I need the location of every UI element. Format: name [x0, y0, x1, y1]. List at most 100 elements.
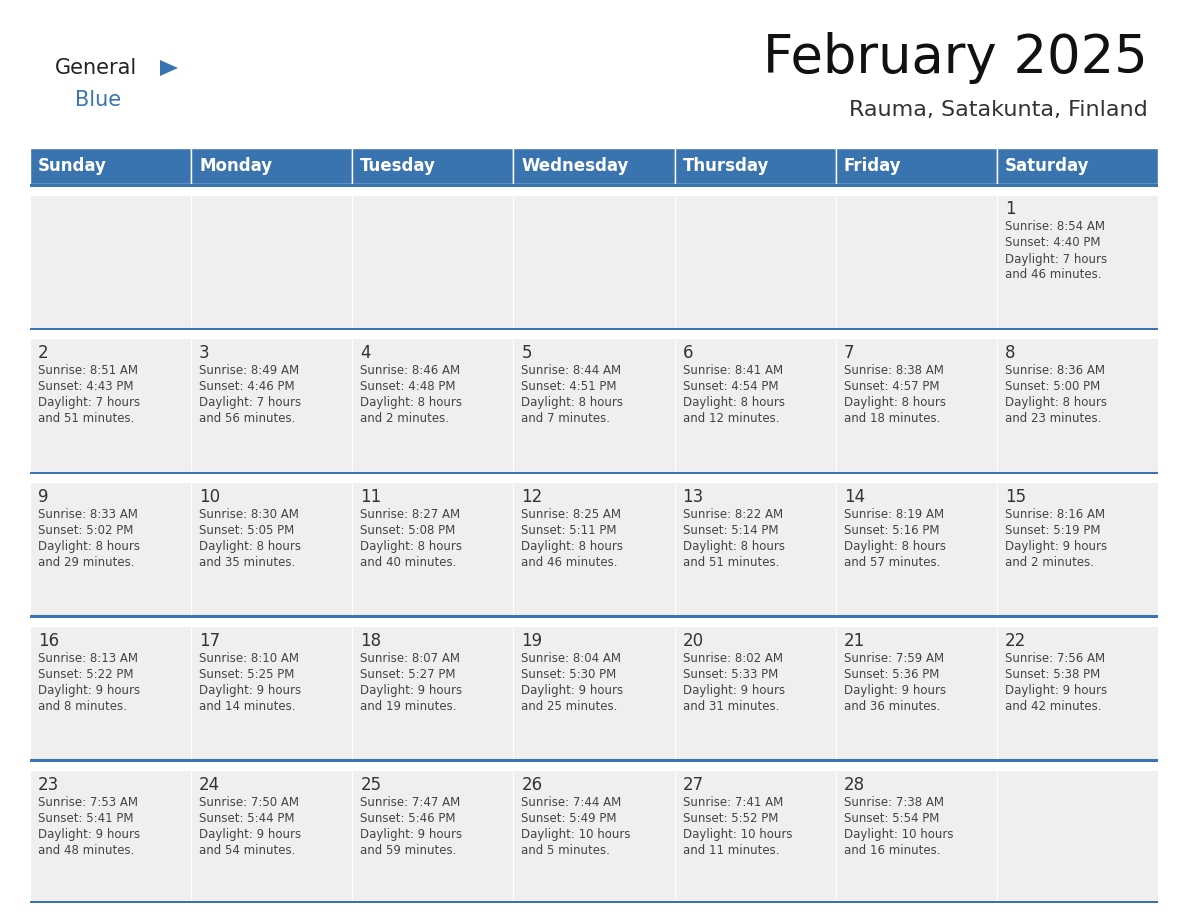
- Text: Monday: Monday: [200, 157, 272, 175]
- Text: Sunrise: 8:36 AM: Sunrise: 8:36 AM: [1005, 364, 1105, 377]
- Text: and 14 minutes.: and 14 minutes.: [200, 700, 296, 713]
- Bar: [513, 482, 675, 615]
- Text: Sunrise: 8:54 AM: Sunrise: 8:54 AM: [1005, 220, 1105, 233]
- Text: 3: 3: [200, 344, 210, 363]
- Text: and 2 minutes.: and 2 minutes.: [360, 412, 449, 425]
- Text: Sunset: 5:38 PM: Sunset: 5:38 PM: [1005, 668, 1100, 681]
- Text: Daylight: 9 hours: Daylight: 9 hours: [1005, 540, 1107, 554]
- Text: and 18 minutes.: and 18 minutes.: [843, 412, 940, 425]
- Text: 24: 24: [200, 776, 220, 794]
- Text: Daylight: 8 hours: Daylight: 8 hours: [843, 540, 946, 554]
- Text: Sunset: 5:08 PM: Sunset: 5:08 PM: [360, 524, 455, 537]
- Text: Sunset: 5:33 PM: Sunset: 5:33 PM: [683, 668, 778, 681]
- Bar: [30, 901, 1158, 903]
- Bar: [997, 148, 1158, 184]
- Text: and 2 minutes.: and 2 minutes.: [1005, 556, 1094, 569]
- Text: 11: 11: [360, 488, 381, 506]
- Bar: [513, 195, 675, 328]
- Text: Daylight: 9 hours: Daylight: 9 hours: [38, 684, 140, 697]
- Text: and 56 minutes.: and 56 minutes.: [200, 412, 296, 425]
- Text: Sunrise: 8:22 AM: Sunrise: 8:22 AM: [683, 508, 783, 521]
- Bar: [835, 482, 997, 615]
- Text: Sunrise: 8:13 AM: Sunrise: 8:13 AM: [38, 652, 138, 665]
- Bar: [997, 339, 1158, 472]
- Text: Sunrise: 8:02 AM: Sunrise: 8:02 AM: [683, 652, 783, 665]
- Text: Daylight: 8 hours: Daylight: 8 hours: [683, 397, 784, 409]
- Text: Sunset: 5:44 PM: Sunset: 5:44 PM: [200, 812, 295, 824]
- Text: and 59 minutes.: and 59 minutes.: [360, 844, 456, 856]
- Bar: [675, 148, 835, 184]
- Text: Sunset: 5:25 PM: Sunset: 5:25 PM: [200, 668, 295, 681]
- Text: Sunrise: 8:41 AM: Sunrise: 8:41 AM: [683, 364, 783, 377]
- Text: Sunrise: 7:44 AM: Sunrise: 7:44 AM: [522, 796, 621, 809]
- Text: Sunrise: 7:50 AM: Sunrise: 7:50 AM: [200, 796, 299, 809]
- Text: Sunrise: 7:56 AM: Sunrise: 7:56 AM: [1005, 652, 1105, 665]
- Bar: [30, 615, 1158, 618]
- Text: Rauma, Satakunta, Finland: Rauma, Satakunta, Finland: [849, 100, 1148, 120]
- Text: 28: 28: [843, 776, 865, 794]
- Text: and 25 minutes.: and 25 minutes.: [522, 700, 618, 713]
- Text: Daylight: 8 hours: Daylight: 8 hours: [360, 397, 462, 409]
- Text: 17: 17: [200, 632, 220, 650]
- Text: 27: 27: [683, 776, 703, 794]
- Bar: [353, 339, 513, 472]
- Text: 26: 26: [522, 776, 543, 794]
- Text: Sunrise: 7:38 AM: Sunrise: 7:38 AM: [843, 796, 943, 809]
- Bar: [353, 626, 513, 759]
- Text: Sunset: 5:27 PM: Sunset: 5:27 PM: [360, 668, 456, 681]
- Text: 19: 19: [522, 632, 543, 650]
- Text: Daylight: 9 hours: Daylight: 9 hours: [360, 828, 462, 841]
- Bar: [835, 339, 997, 472]
- Text: and 5 minutes.: and 5 minutes.: [522, 844, 611, 856]
- Text: Sunset: 5:22 PM: Sunset: 5:22 PM: [38, 668, 133, 681]
- Bar: [30, 328, 1158, 330]
- Bar: [997, 769, 1158, 903]
- Text: Sunset: 4:43 PM: Sunset: 4:43 PM: [38, 380, 133, 393]
- Text: Sunrise: 8:38 AM: Sunrise: 8:38 AM: [843, 364, 943, 377]
- Text: 14: 14: [843, 488, 865, 506]
- Text: 13: 13: [683, 488, 703, 506]
- Text: Daylight: 9 hours: Daylight: 9 hours: [1005, 684, 1107, 697]
- Text: Blue: Blue: [75, 90, 121, 110]
- Text: 9: 9: [38, 488, 49, 506]
- Text: and 31 minutes.: and 31 minutes.: [683, 700, 779, 713]
- Text: Daylight: 10 hours: Daylight: 10 hours: [683, 828, 792, 841]
- Text: Sunrise: 8:16 AM: Sunrise: 8:16 AM: [1005, 508, 1105, 521]
- Text: 10: 10: [200, 488, 220, 506]
- Text: Sunrise: 8:19 AM: Sunrise: 8:19 AM: [843, 508, 943, 521]
- Text: Sunset: 4:46 PM: Sunset: 4:46 PM: [200, 380, 295, 393]
- Text: and 35 minutes.: and 35 minutes.: [200, 556, 296, 569]
- Text: 12: 12: [522, 488, 543, 506]
- Bar: [191, 339, 353, 472]
- Text: Sunrise: 8:10 AM: Sunrise: 8:10 AM: [200, 652, 299, 665]
- Text: and 54 minutes.: and 54 minutes.: [200, 844, 296, 856]
- Text: 7: 7: [843, 344, 854, 363]
- Bar: [997, 626, 1158, 759]
- Text: Sunset: 4:54 PM: Sunset: 4:54 PM: [683, 380, 778, 393]
- Text: 23: 23: [38, 776, 59, 794]
- Bar: [191, 769, 353, 903]
- Text: Sunset: 5:54 PM: Sunset: 5:54 PM: [843, 812, 939, 824]
- Text: Sunset: 5:00 PM: Sunset: 5:00 PM: [1005, 380, 1100, 393]
- Bar: [675, 195, 835, 328]
- Polygon shape: [160, 60, 178, 76]
- Bar: [30, 148, 191, 184]
- Bar: [675, 339, 835, 472]
- Bar: [30, 184, 1158, 186]
- Text: 8: 8: [1005, 344, 1016, 363]
- Text: and 16 minutes.: and 16 minutes.: [843, 844, 940, 856]
- Bar: [513, 769, 675, 903]
- Text: Sunset: 5:16 PM: Sunset: 5:16 PM: [843, 524, 940, 537]
- Bar: [353, 769, 513, 903]
- Bar: [191, 626, 353, 759]
- Text: Sunrise: 7:47 AM: Sunrise: 7:47 AM: [360, 796, 461, 809]
- Text: Sunset: 5:14 PM: Sunset: 5:14 PM: [683, 524, 778, 537]
- Text: Sunset: 4:48 PM: Sunset: 4:48 PM: [360, 380, 456, 393]
- Text: 16: 16: [38, 632, 59, 650]
- Text: Sunrise: 8:44 AM: Sunrise: 8:44 AM: [522, 364, 621, 377]
- Bar: [835, 148, 997, 184]
- Text: Daylight: 8 hours: Daylight: 8 hours: [1005, 397, 1107, 409]
- Text: Daylight: 9 hours: Daylight: 9 hours: [360, 684, 462, 697]
- Text: Daylight: 8 hours: Daylight: 8 hours: [38, 540, 140, 554]
- Text: Sunrise: 7:53 AM: Sunrise: 7:53 AM: [38, 796, 138, 809]
